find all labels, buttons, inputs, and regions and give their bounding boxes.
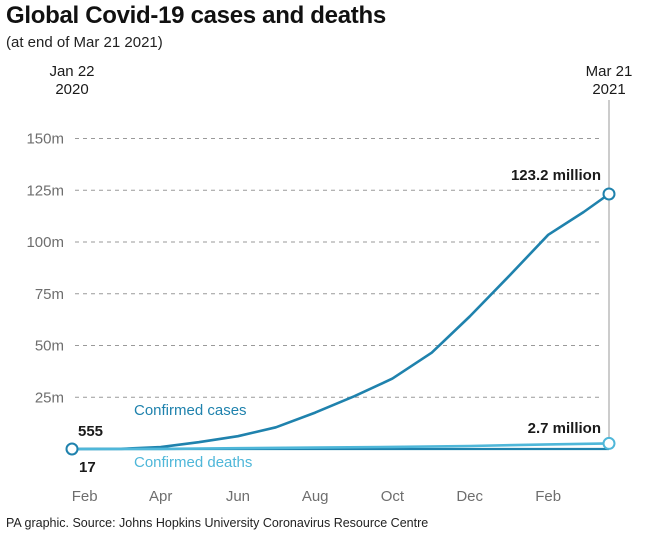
end-date-label: Mar 21 (586, 63, 633, 80)
start-year-label: 2020 (55, 81, 88, 98)
y-tick-label: 100m (26, 234, 64, 251)
y-axis: 25m 50m 75m 100m 125m 150m (26, 131, 64, 407)
x-tick-label: Aug (302, 488, 329, 505)
y-tick-label: 150m (26, 131, 64, 148)
cases-line (70, 192, 611, 451)
start-point-marker (65, 442, 79, 456)
x-tick-label: Feb (535, 488, 561, 505)
x-tick-label: Feb (72, 488, 98, 505)
y-tick-label: 125m (26, 182, 64, 199)
deaths-start-value: 17 (79, 459, 96, 476)
deaths-end-marker (602, 436, 616, 450)
start-date-label: Jan 22 (49, 63, 94, 80)
x-tick-label: Oct (381, 488, 405, 505)
annotations: 123.2 million 2.7 million 555 17 Confirmed c… (78, 167, 601, 476)
y-tick-label: 75m (35, 286, 64, 303)
x-tick-label: Apr (149, 488, 172, 505)
gridlines (75, 100, 610, 449)
end-year-label: 2021 (592, 81, 625, 98)
series (65, 187, 616, 456)
deaths-line (70, 442, 611, 451)
line-chart: 25m 50m 75m 100m 125m 150m Feb Apr Jun Aug Oct Dec… (26, 63, 632, 505)
deaths-end-value: 2.7 million (528, 420, 601, 437)
deaths-series-label: Confirmed deaths (134, 454, 252, 471)
y-tick-label: 50m (35, 338, 64, 355)
cases-start-value: 555 (78, 423, 103, 440)
source-note: PA graphic. Source: Johns Hopkins Univer… (6, 516, 429, 530)
y-tick-label: 25m (35, 389, 64, 406)
cases-end-marker (602, 187, 616, 201)
x-tick-label: Jun (226, 488, 250, 505)
cases-series-label: Confirmed cases (134, 402, 247, 419)
cases-end-value: 123.2 million (511, 167, 601, 184)
chart-subtitle: (at end of Mar 21 2021) (6, 34, 163, 51)
x-tick-label: Dec (456, 488, 483, 505)
chart-title: Global Covid-19 cases and deaths (6, 2, 386, 29)
